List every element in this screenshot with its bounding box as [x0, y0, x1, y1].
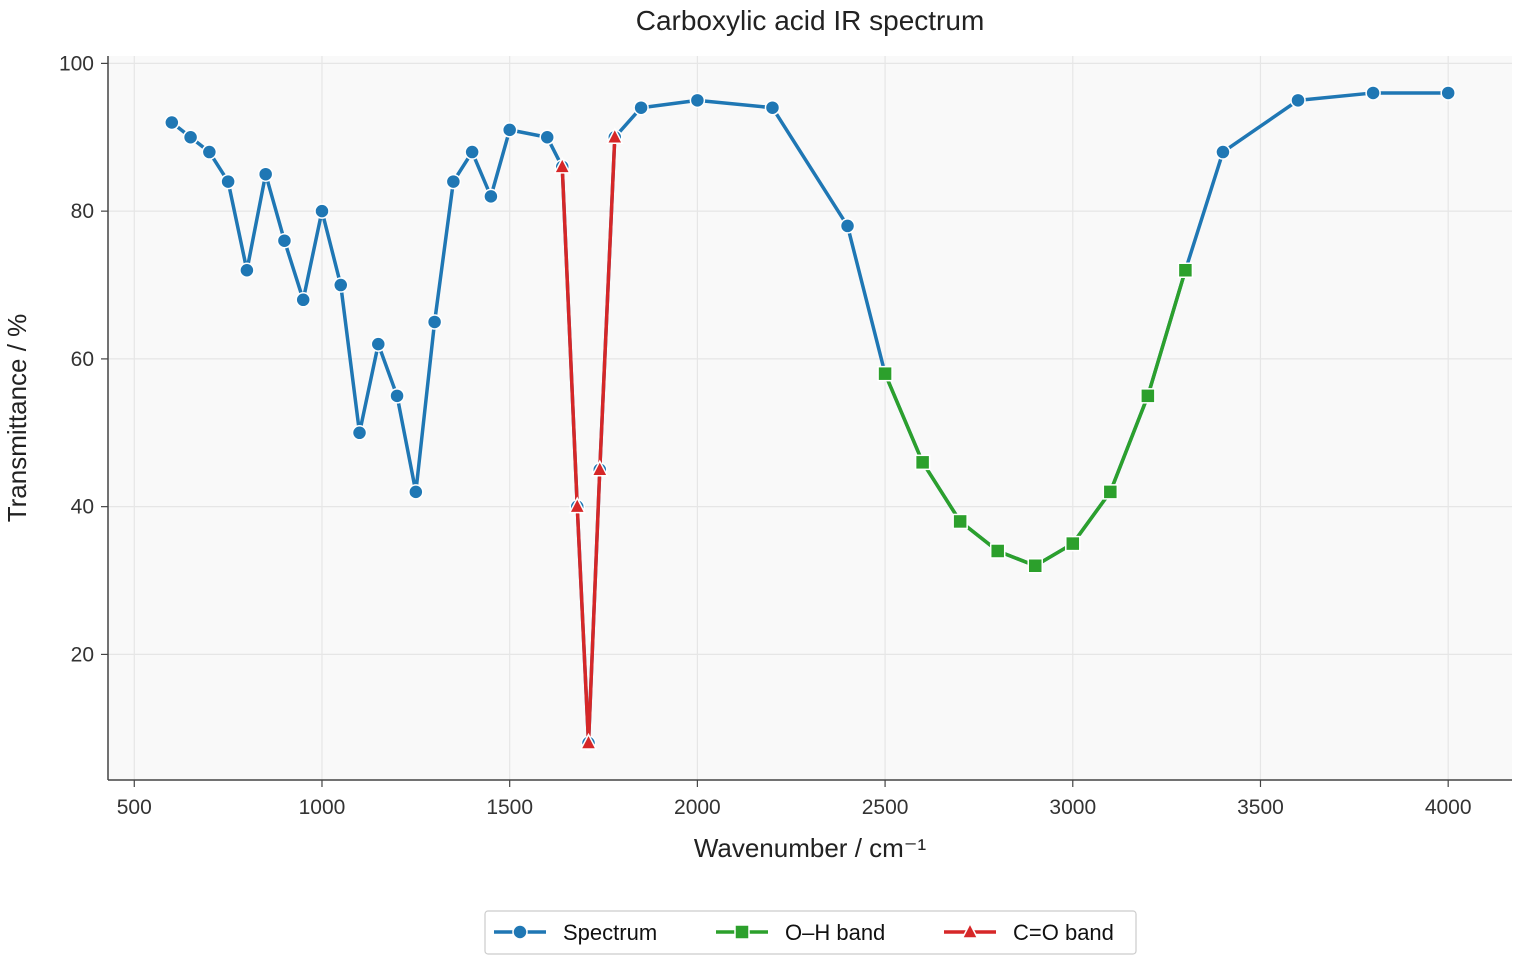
data-point-o-h-band	[1140, 388, 1156, 404]
series-layer	[164, 85, 1456, 751]
x-axis-ticks: 500 1000 1500 2000 2500 3000 3500 4000	[117, 780, 1472, 819]
data-point-spectrum	[239, 262, 255, 278]
legend-marker-spectrum	[512, 924, 528, 940]
data-point-spectrum	[1440, 85, 1456, 101]
data-point-o-h-band	[1065, 535, 1081, 552]
y-tick-label: 60	[71, 348, 94, 371]
data-point-o-h-band	[1027, 558, 1043, 574]
series-c-o-band	[553, 127, 624, 750]
legend-item-o-h-band: O–H band	[716, 920, 885, 945]
data-point-o-h-band	[914, 454, 931, 471]
data-point-spectrum	[314, 203, 330, 219]
x-tick-label: 500	[117, 796, 152, 819]
legend-marker-o-h-band	[734, 924, 750, 940]
data-point-spectrum	[389, 388, 405, 404]
legend-marker-c-o-band	[961, 921, 979, 939]
data-point-c-o-band	[606, 127, 624, 145]
data-point-spectrum	[1290, 92, 1306, 109]
data-point-o-h-band	[989, 543, 1006, 559]
y-tick-label: 20	[71, 643, 94, 666]
y-tick-label: 40	[71, 496, 94, 519]
data-point-o-h-band	[877, 365, 893, 382]
data-point-spectrum	[164, 114, 180, 131]
data-point-spectrum	[370, 336, 387, 352]
data-point-spectrum	[332, 277, 349, 293]
data-point-spectrum	[839, 218, 856, 234]
data-point-c-o-band	[553, 156, 571, 174]
data-point-spectrum	[501, 122, 518, 138]
y-tick-label: 80	[71, 200, 94, 223]
x-tick-label: 4000	[1425, 796, 1472, 819]
x-tick-label: 3500	[1237, 796, 1284, 819]
data-point-c-o-band	[568, 496, 586, 514]
data-point-spectrum	[426, 314, 443, 330]
legend: Spectrum O–H band C=O band	[484, 910, 1137, 955]
data-point-spectrum	[539, 129, 555, 146]
data-point-spectrum	[257, 166, 274, 182]
data-point-spectrum	[295, 292, 311, 308]
legend-item-c-o-band: C=O band	[944, 920, 1114, 945]
plot-background	[108, 56, 1512, 780]
legend-label-c-o-band: C=O band	[1013, 920, 1114, 945]
legend-label-o-h-band: O–H band	[785, 920, 885, 945]
data-point-spectrum	[220, 173, 236, 190]
data-point-spectrum	[764, 99, 781, 116]
data-point-spectrum	[351, 425, 368, 441]
legend-item-spectrum: Spectrum	[494, 920, 657, 945]
x-tick-label: 2000	[674, 796, 721, 819]
data-point-spectrum	[464, 144, 480, 160]
y-tick-label: 100	[59, 52, 94, 75]
data-point-o-h-band	[1177, 262, 1194, 278]
data-point-spectrum	[483, 188, 499, 205]
x-tick-label: 3000	[1049, 796, 1096, 819]
data-point-c-o-band	[579, 732, 598, 750]
x-tick-label: 2500	[862, 796, 909, 819]
data-point-spectrum	[276, 232, 293, 249]
y-axis-label: Transmittance / %	[2, 314, 32, 523]
x-axis-label: Wavenumber / cm⁻¹	[694, 833, 927, 863]
data-point-spectrum	[201, 144, 218, 160]
data-point-spectrum	[182, 129, 199, 146]
legend-box	[484, 910, 1137, 955]
data-point-spectrum	[1215, 144, 1231, 160]
series-o-h-band	[877, 262, 1194, 574]
data-point-c-o-band	[591, 459, 609, 477]
chart-title: Carboxylic acid IR spectrum	[636, 5, 985, 36]
data-point-o-h-band	[1102, 484, 1119, 500]
data-point-spectrum	[408, 484, 424, 500]
data-point-spectrum	[633, 99, 649, 116]
data-point-spectrum	[1365, 85, 1381, 101]
x-tick-label: 1000	[299, 796, 346, 819]
x-tick-label: 1500	[486, 796, 533, 819]
data-point-spectrum	[689, 92, 706, 109]
grid-lines	[108, 56, 1512, 780]
data-point-o-h-band	[952, 513, 968, 530]
y-axis-ticks: 20 40 60 80 100	[59, 52, 108, 666]
data-point-spectrum	[445, 173, 462, 190]
legend-label-spectrum: Spectrum	[563, 920, 657, 945]
